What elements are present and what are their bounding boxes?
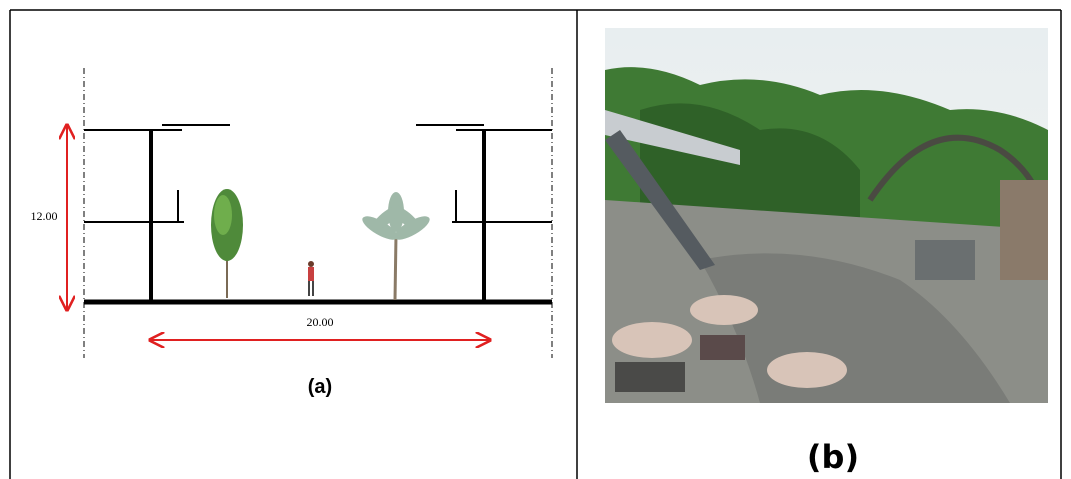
caption: (b) — [807, 438, 859, 476]
figure: 12.00 20.00 (a) (b) — [0, 0, 1071, 479]
page: 12.00 20.00 (a) (b) (() => { const data … — [0, 0, 1071, 479]
caption: (a) — [308, 376, 332, 398]
height-label: 12.00 — [31, 209, 58, 223]
person — [308, 261, 314, 296]
width-label: 20.00 — [307, 315, 334, 329]
palm-tree — [359, 192, 433, 300]
photo — [605, 28, 1048, 403]
tree — [211, 189, 243, 298]
section-diagram: 12.00 20.00 (a) — [31, 68, 553, 398]
